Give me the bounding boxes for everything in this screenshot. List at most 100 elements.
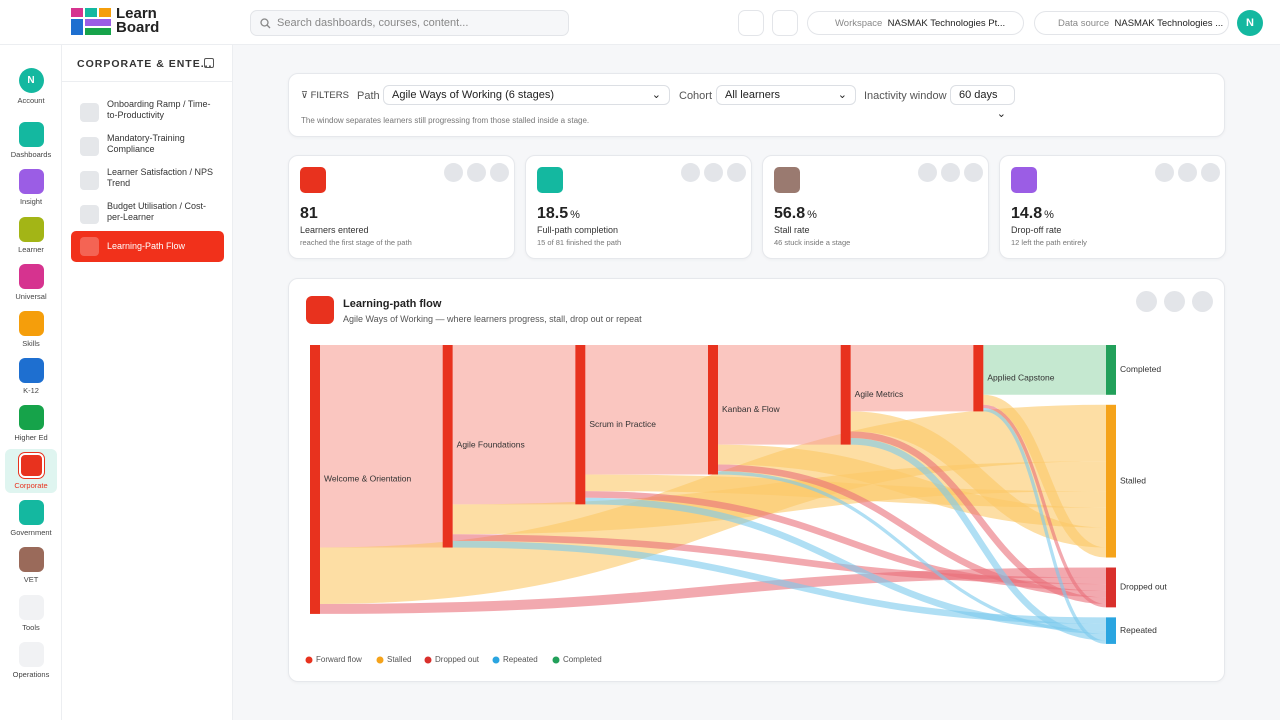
inactivity-select[interactable]: 60 days ⌄ [950,85,1015,120]
flow-node [1106,567,1116,608]
nav-label: Operations [12,670,50,679]
node-label: Agile Metrics [855,389,904,399]
workspace-value: NASMAK Technologies Pt... [887,18,1006,29]
kpi-number: 56.8 [774,205,806,222]
nav-item[interactable]: Corporate [5,449,57,493]
legend-label: Repeated [503,655,538,664]
nav-icon [18,453,44,478]
sankey-chart: Welcome & Orientation Agile Foundations Sc… [305,344,1167,664]
nav-icon [18,405,44,430]
chart-title: Learning-path flow [343,298,442,310]
nav-item[interactable]: Insight [5,165,57,209]
sidebar-icon [80,137,99,156]
flow-node [708,345,718,475]
kpi-action[interactable] [1201,163,1220,182]
flow-link [850,431,1107,605]
nav-item[interactable]: N Account [5,64,57,108]
nav-label: Account [17,96,45,105]
kpi-action[interactable] [467,163,486,182]
kpi-action[interactable] [918,163,937,182]
workspace-select[interactable]: Workspace NASMAK Technologies Pt... [807,11,1024,35]
nav-item[interactable]: K-12 [5,354,57,398]
nav-item[interactable]: Universal [5,260,57,304]
kpi-note: 15 of 81 finished the path [537,238,622,247]
search-box[interactable]: Search dashboards, courses, content... [250,10,569,36]
legend-swatch [552,656,560,664]
kpi-unit: % [1044,209,1054,221]
kpi-action[interactable] [490,163,509,182]
nav-icon [18,169,44,194]
kpi-card: 18.5% Full-path completion 15 of 81 finish… [525,155,752,259]
kpi-note: reached the first stage of the path [300,238,412,247]
kpi-card: 14.8% Drop-off rate 12 left the path entir… [999,155,1226,259]
pin-button[interactable] [1136,291,1157,312]
nav-icon [18,642,44,667]
legend-swatch [424,656,432,664]
flow-link [717,471,1107,634]
sidebar-label: Mandatory-Training Compliance [107,133,185,154]
kpi-value: 56.8% [774,205,817,223]
nav-label: Government [10,528,52,537]
cohort-select[interactable]: All learners ⌄ [716,85,856,105]
kpi-action[interactable] [1178,163,1197,182]
kpi-action[interactable] [444,163,463,182]
kpi-icon [537,167,563,193]
info-button[interactable] [1192,291,1213,312]
filters-text: FILTERS [310,90,349,101]
notifications-button[interactable] [738,10,764,36]
nav-item[interactable]: Operations [5,638,57,682]
legend-swatch [376,656,384,664]
kpi-note: 12 left the path entirely [1011,238,1087,247]
legend-label: Forward flow [316,655,362,664]
flow-link [717,464,1107,598]
brand-line: Board [116,19,160,36]
kpi-label: Drop-off rate [1011,225,1062,235]
kpi-unit: % [807,209,817,221]
node-label: Scrum in Practice [589,419,656,429]
flow-node [1106,345,1116,395]
inactivity-value: 60 days [959,89,998,101]
kpi-action[interactable] [704,163,723,182]
sidebar-item[interactable]: Learning-Path Flow [71,231,224,262]
flow-link [850,411,1107,548]
path-value: Agile Ways of Working (6 stages) [392,89,555,101]
datasource-select[interactable]: Data source NASMAK Technologies ... [1034,11,1229,35]
sidebar-item[interactable]: Onboarding Ramp / Time-to-Productivity [71,97,224,128]
kpi-number: 14.8 [1011,205,1043,222]
nav-label: K-12 [23,386,39,395]
display-button[interactable] [772,10,798,36]
legend-label: Completed [563,655,602,664]
nav-item[interactable]: Higher Ed [5,401,57,445]
sidebar-label: Onboarding Ramp / Time-to-Productivity [107,99,211,120]
path-select[interactable]: Agile Ways of Working (6 stages) ⌄ [383,85,670,105]
collapse-button[interactable] [204,58,214,68]
nav-item[interactable]: Skills [5,307,57,351]
legend-swatch [492,656,500,664]
flow-link [983,408,1107,644]
legend-swatch [305,656,313,664]
avatar[interactable]: N [1237,10,1263,36]
nav-item[interactable]: Tools [5,591,57,635]
nav-item[interactable]: Learner [5,213,57,257]
sidebar-item[interactable]: Budget Utilisation / Cost-per-Learner [71,199,224,230]
nav-item[interactable]: Dashboards [5,118,57,162]
flow-node [840,345,851,445]
kpi-action[interactable] [727,163,746,182]
nav-item[interactable]: Government [5,496,57,540]
ai-button[interactable] [1164,291,1185,312]
kpi-label: Learners entered [300,225,369,235]
kpi-note: 46 stuck inside a stage [774,238,851,247]
sidebar-item[interactable]: Learner Satisfaction / NPS Trend [71,165,224,196]
nav-label: Corporate [14,481,48,490]
kpi-action[interactable] [964,163,983,182]
nav-item[interactable]: VET [5,543,57,587]
brand-line: Learn [116,5,157,22]
sidebar-item[interactable]: Mandatory-Training Compliance [71,131,224,162]
kpi-action[interactable] [681,163,700,182]
kpi-action[interactable] [1155,163,1174,182]
nav-label: Insight [19,197,43,206]
kpi-action[interactable] [941,163,960,182]
workspace-label: Workspace [835,18,883,29]
inactivity-label: Inactivity window [864,90,947,102]
search-placeholder: Search dashboards, courses, content... [277,17,469,29]
